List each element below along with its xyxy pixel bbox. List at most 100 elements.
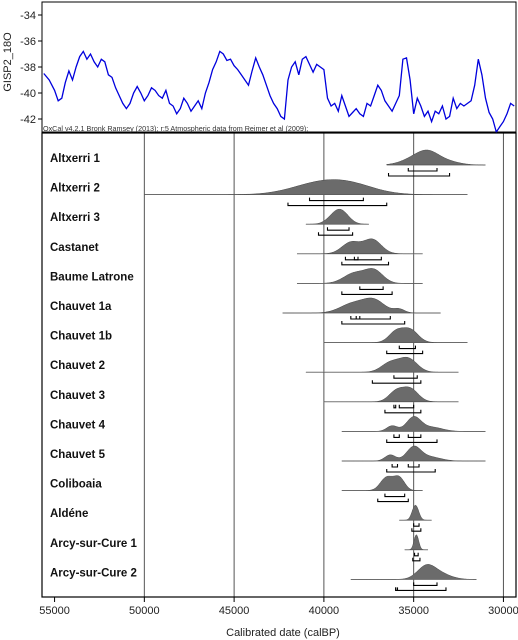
density-shape	[297, 268, 423, 284]
hpd-68-bracket	[350, 316, 391, 320]
hpd-68-bracket	[359, 286, 384, 290]
hpd-95-bracket	[317, 232, 354, 236]
hpd-95-bracket	[387, 173, 451, 177]
hpd-95-bracket	[384, 409, 422, 414]
sample-label: Altxerri 3	[50, 212, 100, 224]
hpd-95-bracket	[377, 498, 409, 503]
distribution-row: Chauvet 1b	[50, 327, 468, 355]
hpd-68-bracket	[326, 227, 350, 231]
sample-label: Chauvet 3	[50, 390, 105, 402]
isotope-y-tick-label: -34	[20, 10, 36, 22]
hpd-68-bracket	[308, 197, 364, 202]
sample-label: Chauvet 5	[50, 449, 106, 461]
sample-label: Castanet	[50, 242, 99, 254]
hpd-95-bracket	[411, 528, 422, 532]
distribution-row: Arcy-sur-Cure 1	[50, 534, 429, 562]
density-shape	[341, 445, 486, 462]
distribution-row: Chauvet 1a	[50, 297, 441, 325]
hpd-95-bracket	[341, 261, 390, 266]
distribution-row: Chauvet 4	[50, 416, 486, 443]
x-tick-label: 45000	[219, 605, 250, 617]
hpd-68-bracket	[344, 256, 382, 261]
x-tick-label: 30000	[488, 605, 518, 617]
hpd-95-bracket	[395, 587, 447, 591]
hpd-68-bracket	[391, 464, 399, 468]
distribution-row: Chauvet 5	[50, 445, 486, 473]
hpd-95-bracket	[287, 202, 388, 207]
density-shape	[404, 534, 428, 551]
distribution-row: Chauvet 2	[50, 356, 459, 384]
hpd-68-bracket	[407, 168, 438, 172]
distribution-row: Altxerri 2	[50, 179, 468, 207]
hpd-95-bracket	[341, 321, 406, 325]
sample-label: Aldéne	[50, 508, 88, 520]
hpd-68-bracket	[355, 316, 361, 320]
density-shape	[297, 238, 423, 255]
hpd-68-bracket	[384, 493, 406, 498]
vertical-gridlines	[143, 133, 504, 597]
density-shape	[144, 179, 468, 195]
hpd-95-bracket	[386, 350, 424, 355]
sample-label: Chauvet 1a	[50, 301, 112, 313]
sample-label: Chauvet 1b	[50, 331, 112, 343]
calibration-plot-frame	[41, 132, 517, 598]
isotope-y-tick-label: -40	[20, 88, 36, 100]
isotope-y-tick-label: -38	[20, 62, 36, 74]
density-shape	[282, 297, 441, 314]
isotope-panel: -34 -36 -38 -40 -42 GISP2_18O OxCal v4.2.1 B…	[2, 1, 517, 134]
density-shape	[305, 208, 369, 225]
sample-label: Coliboaia	[50, 479, 102, 491]
sample-label: Altxerri 1	[50, 153, 100, 165]
distribution-row: Castanet	[50, 238, 423, 266]
hpd-68-bracket	[413, 523, 420, 527]
hpd-68-bracket	[414, 552, 419, 557]
hpd-68-bracket	[413, 582, 438, 586]
density-shape	[323, 327, 468, 343]
sample-label: Altxerri 2	[50, 183, 100, 195]
distribution-row: Coliboaia	[50, 475, 423, 503]
hpd-68-bracket	[393, 434, 400, 438]
hpd-68-bracket	[393, 404, 397, 409]
hpd-68-bracket	[407, 434, 422, 438]
hpd-68-bracket	[393, 375, 418, 379]
distribution-row: Arcy-sur-Cure 2	[50, 564, 477, 591]
density-shape	[399, 504, 432, 521]
oxcal-credit: OxCal v4.2.1 Bronk Ramsey (2013); r:5 At…	[43, 124, 308, 133]
x-axis: 55000 50000 45000 40000 35000 30000	[39, 597, 518, 617]
x-tick-label: 55000	[39, 605, 70, 617]
density-shape	[305, 356, 459, 373]
distribution-rows: Altxerri 1 Altxerri 2 Altxerri 3 Castanet Ba…	[50, 149, 486, 591]
hpd-68-bracket	[398, 404, 415, 409]
x-tick-label: 40000	[309, 605, 340, 617]
distribution-row: Baume Latrone	[50, 268, 423, 295]
density-shape	[350, 564, 477, 580]
isotope-y-axis-label: GISP2_18O	[2, 32, 14, 92]
x-tick-label: 35000	[398, 605, 429, 617]
isotope-curve-line	[43, 50, 515, 134]
isotope-y-axis: -34 -36 -38 -40 -42	[20, 10, 42, 126]
hpd-95-bracket	[412, 557, 421, 562]
x-tick-label: 50000	[129, 605, 160, 617]
density-shape	[341, 416, 486, 432]
hpd-95-bracket	[395, 587, 399, 591]
x-axis-label: Calibrated date (calBP)	[226, 627, 340, 639]
density-shape	[386, 149, 486, 166]
density-shape	[323, 386, 459, 403]
isotope-y-tick-label: -42	[20, 114, 36, 126]
hpd-68-bracket	[353, 256, 359, 261]
distribution-row: Aldéne	[50, 504, 432, 532]
hpd-95-bracket	[341, 291, 393, 295]
hpd-68-bracket	[398, 345, 417, 350]
hpd-95-bracket	[371, 380, 422, 384]
sample-label: Arcy-sur-Cure 1	[50, 538, 138, 550]
hpd-95-bracket	[386, 439, 438, 443]
sample-label: Chauvet 2	[50, 360, 105, 372]
sample-label: Baume Latrone	[50, 271, 134, 283]
density-shape	[341, 475, 423, 491]
sample-label: Arcy-sur-Cure 2	[50, 567, 137, 579]
distribution-row: Chauvet 3	[50, 386, 459, 414]
distribution-row: Altxerri 3	[50, 208, 369, 236]
isotope-y-tick-label: -36	[20, 36, 36, 48]
distribution-row: Altxerri 1	[50, 149, 486, 177]
